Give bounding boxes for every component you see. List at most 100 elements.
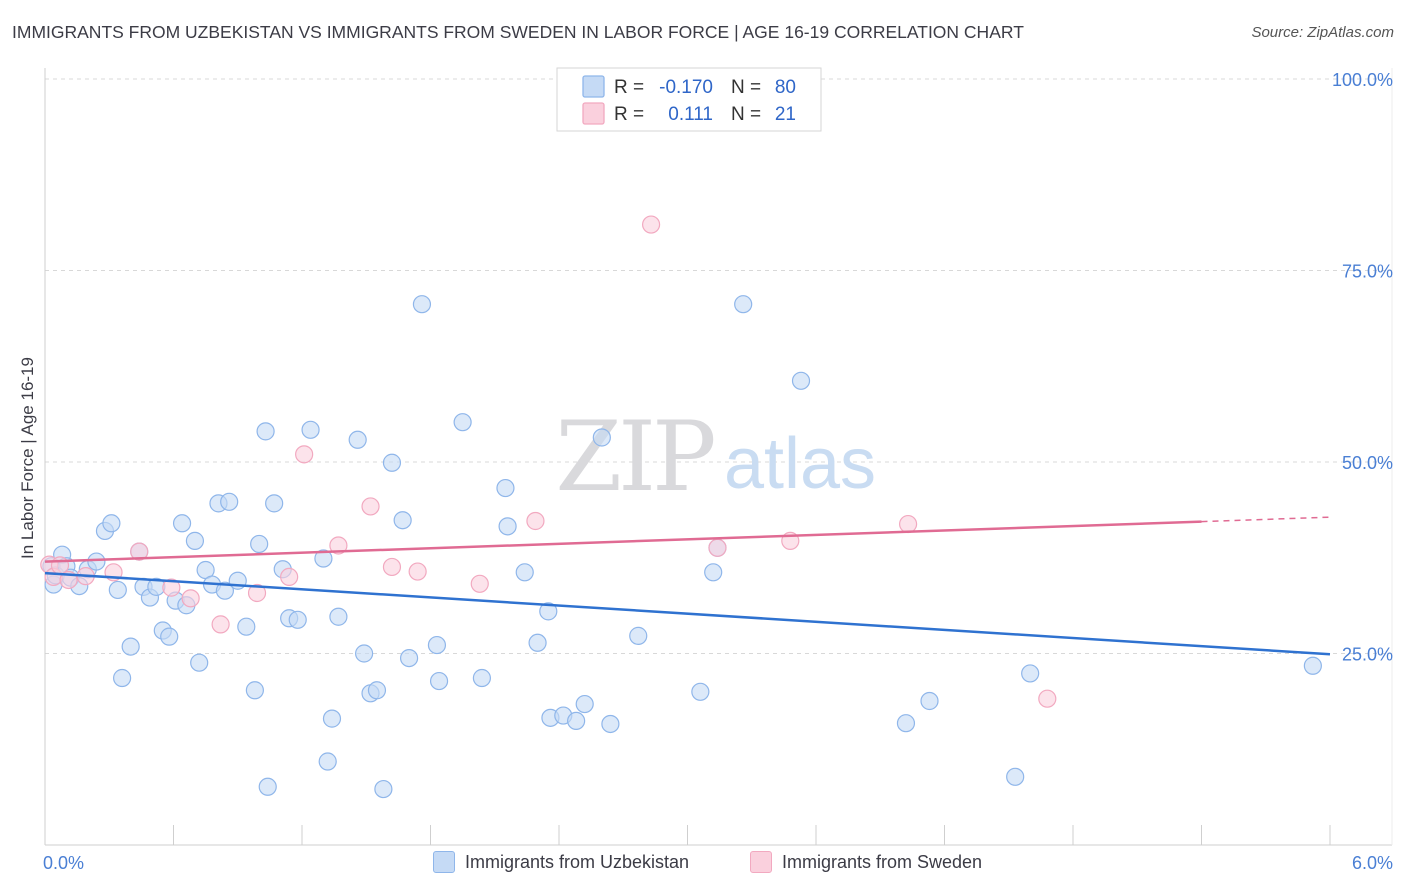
sweden-trend-line-dashed [1201, 516, 1331, 523]
uzbekistan-point [245, 681, 264, 700]
uzbekistan-point [314, 549, 333, 568]
uzbekistan-point [301, 420, 320, 439]
sweden-swatch-icon [750, 851, 772, 873]
uzbekistan-point [348, 430, 367, 449]
y-tick-label: 25.0% [1342, 645, 1393, 665]
uzbekistan-point [102, 514, 121, 533]
uzbekistan-point [215, 581, 234, 600]
uzbekistan-point [453, 413, 472, 432]
uzbekistan-point [265, 494, 284, 513]
uzbekistan-point [498, 517, 517, 536]
bottom-legend-label-sweden: Immigrants from Sweden [782, 851, 983, 872]
x-tick-label: 6.0% [1352, 853, 1393, 873]
uzbekistan-point [791, 371, 811, 390]
uzbekistan-point [1021, 664, 1040, 683]
y-tick-label: 50.0% [1342, 453, 1393, 473]
uzbekistan-point [592, 428, 611, 447]
sweden-point [526, 511, 545, 531]
uzbekistan-point [220, 492, 239, 511]
sweden-point [382, 557, 402, 577]
uzbekistan-point [734, 295, 753, 314]
legend-r-value: -0.170 [659, 77, 713, 98]
uzbekistan-point [567, 711, 586, 731]
watermark-zip: ZIP [555, 401, 714, 513]
uzbekistan-point [412, 295, 432, 314]
uzbekistan-point [896, 714, 916, 733]
sweden-point [361, 497, 380, 516]
uzbekistan-point [329, 607, 348, 626]
sweden-point [295, 445, 314, 464]
legend-n-value: 80 [775, 77, 796, 98]
legend-swatch-sweden [582, 102, 605, 125]
sweden-point [130, 542, 149, 561]
sweden-point [408, 562, 427, 581]
uzbekistan-point [601, 714, 620, 734]
uzbekistan-point [367, 681, 387, 700]
uzbekistan-swatch-icon [433, 851, 455, 873]
uzbekistan-point [539, 602, 558, 621]
uzbekistan-point [121, 637, 140, 656]
uzbekistan-point [185, 531, 205, 550]
sweden-point [247, 583, 267, 603]
legend-r-label: R = [614, 104, 644, 125]
watermark-atlas: atlas [724, 424, 876, 504]
y-tick-label: 100.0% [1332, 70, 1393, 90]
chart-source: Source: ZipAtlas.com [1251, 24, 1394, 41]
uzbekistan-point [691, 682, 710, 701]
sweden-point [470, 574, 489, 593]
uzbekistan-point [528, 633, 547, 652]
uzbekistan-point [393, 511, 412, 530]
uzbekistan-point [322, 709, 342, 728]
uzbekistan-point [87, 552, 106, 571]
sweden-point [708, 538, 727, 557]
uzbekistan-point [429, 671, 449, 691]
uzbekistan-point [382, 453, 402, 472]
y-tick-label: 75.0% [1342, 262, 1393, 282]
bottom-legend-item-uzbekistan[interactable]: Immigrants from Uzbekistan [433, 851, 689, 873]
bottom-legend-label-uzbekistan: Immigrants from Uzbekistan [465, 851, 690, 872]
sweden-point [641, 215, 661, 234]
legend-r-value: 0.111 [668, 104, 713, 125]
uzbekistan-point [108, 580, 127, 600]
uzbekistan-point [172, 514, 192, 533]
uzbekistan-point [1303, 656, 1322, 675]
x-tick-label: 0.0% [43, 853, 84, 873]
chart-title: IMMIGRANTS FROM UZBEKISTAN VS IMMIGRANTS… [12, 22, 1024, 42]
legend-n-label: N = [731, 104, 761, 125]
uzbekistan-point [355, 644, 374, 663]
uzbekistan-point [112, 668, 132, 688]
sweden-point [329, 536, 348, 555]
y-axis-label: In Labor Force | Age 16-19 [18, 357, 37, 559]
bottom-legend-item-sweden[interactable]: Immigrants from Sweden [750, 851, 982, 873]
uzbekistan-point [629, 626, 648, 645]
legend-swatch-uzbekistan [582, 75, 605, 98]
uzbekistan-point [318, 752, 337, 771]
uzbekistan-point [1006, 767, 1025, 786]
uzbekistan-point [160, 627, 179, 646]
sweden-point [280, 567, 299, 587]
uzbekistan-trend-line [44, 571, 1331, 656]
legend-n-value: 21 [775, 104, 796, 125]
legend-r-label: R = [614, 77, 644, 98]
uzbekistan-point [258, 777, 277, 796]
uzbekistan-point [427, 635, 447, 655]
uzbekistan-point [256, 422, 275, 441]
uzbekistan-point [575, 694, 594, 714]
uzbekistan-point [250, 534, 269, 554]
uzbekistan-point [399, 648, 419, 668]
uzbekistan-point [237, 617, 256, 636]
uzbekistan-point [374, 779, 393, 799]
sweden-point [898, 514, 918, 534]
uzbekistan-point [496, 478, 515, 498]
uzbekistan-point [288, 610, 307, 629]
uzbekistan-point [515, 563, 534, 582]
uzbekistan-point [472, 668, 491, 688]
uzbekistan-point [704, 563, 723, 582]
legend-n-label: N = [731, 77, 761, 98]
sweden-trend-line [44, 520, 1202, 563]
bottom-legend: Immigrants from Uzbekistan Immigrants fr… [0, 851, 1406, 877]
sweden-point [1038, 689, 1057, 708]
sweden-point [162, 578, 181, 597]
uzbekistan-point [190, 653, 209, 672]
